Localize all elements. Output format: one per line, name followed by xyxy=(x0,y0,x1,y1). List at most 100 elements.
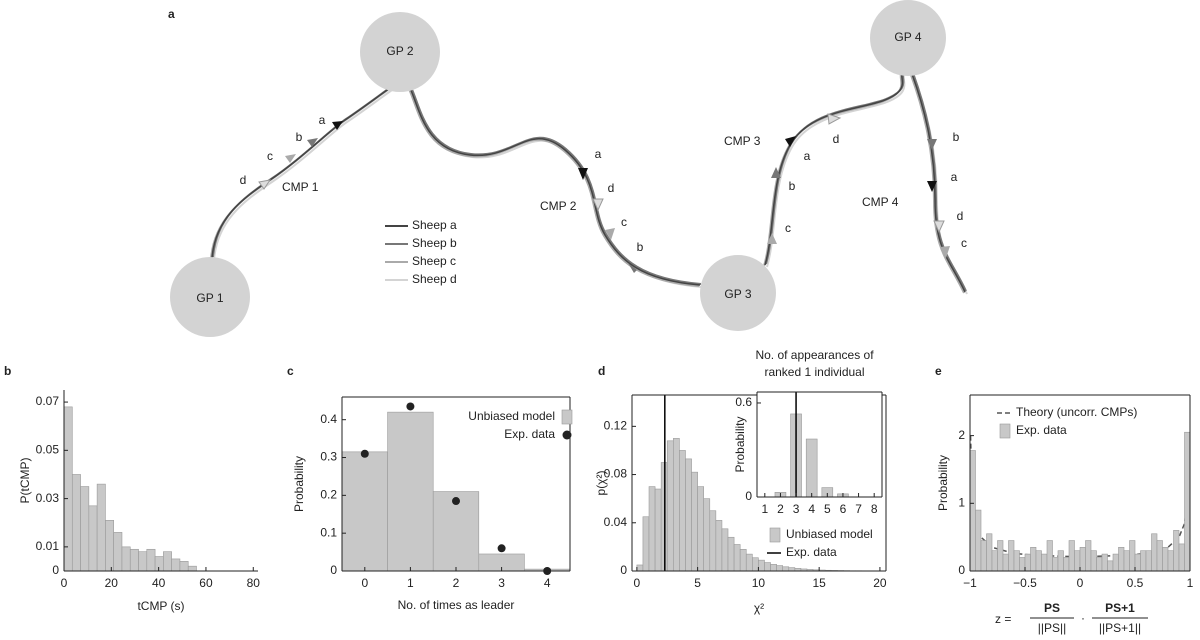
sheep-label: a xyxy=(951,170,958,184)
bar xyxy=(715,520,723,572)
bar xyxy=(642,516,650,572)
legend-label: Sheep a xyxy=(412,218,457,232)
x-tick-label: 0.5 xyxy=(1127,576,1144,590)
sheep-label: d xyxy=(957,209,964,223)
nodes: GP 1 GP 2 GP 3 GP 4 xyxy=(170,0,946,337)
x-tick-label: 60 xyxy=(199,576,213,590)
bar xyxy=(980,540,987,572)
bar xyxy=(1184,431,1191,572)
sheep-label: c xyxy=(961,236,967,250)
inset-background xyxy=(757,392,882,497)
arrow xyxy=(771,167,781,178)
y-tick-label: 2 xyxy=(958,428,965,442)
bar xyxy=(1156,540,1163,572)
data-point xyxy=(360,449,369,458)
formula-dot: · xyxy=(1081,611,1085,625)
cmp-labels: CMP 1 d c b a CMP 2 a d c b CMP 3 c b a … xyxy=(240,113,967,254)
bar xyxy=(1063,557,1070,572)
legend-label: Sheep b xyxy=(412,236,457,250)
inset-title: ranked 1 individual xyxy=(764,365,864,379)
bar xyxy=(1052,557,1059,572)
bar xyxy=(654,488,662,572)
bar xyxy=(1134,553,1141,572)
bar xyxy=(782,566,790,572)
x-tick-label: 1 xyxy=(761,502,768,516)
node xyxy=(700,255,776,331)
bar xyxy=(986,533,993,572)
bar xyxy=(991,550,998,572)
arrow xyxy=(628,263,637,273)
bar xyxy=(1074,550,1081,572)
x-tick-label: 40 xyxy=(152,576,166,590)
legend-label: Exp. data xyxy=(786,545,837,559)
bar xyxy=(1002,553,1009,572)
x-tick-label: 0 xyxy=(61,576,68,590)
bar xyxy=(80,486,90,572)
bar xyxy=(721,528,729,572)
legend-label: Sheep c xyxy=(412,254,456,268)
y-tick-label: 0 xyxy=(330,563,337,577)
panel-label: d xyxy=(598,364,605,378)
node-label: GP 2 xyxy=(386,44,413,58)
bar xyxy=(1167,550,1174,572)
sheep-label: c xyxy=(621,215,627,229)
legend-swatch xyxy=(561,409,573,425)
bar xyxy=(1129,540,1136,572)
x-tick-label: 20 xyxy=(105,576,119,590)
y-tick-label: 0.05 xyxy=(36,443,60,457)
formula-lhs: z = xyxy=(995,612,1011,626)
bar xyxy=(776,565,783,572)
bar xyxy=(1085,540,1092,572)
bar xyxy=(770,564,777,572)
y-tick-label: 0.1 xyxy=(320,525,337,539)
x-tick-label: 80 xyxy=(247,576,261,590)
arrow xyxy=(605,228,615,240)
sheep-label: b xyxy=(953,130,960,144)
formula-denominator: ||PS+1|| xyxy=(1099,621,1141,635)
x-tick-label: −1 xyxy=(963,576,977,590)
x-tick-label: 10 xyxy=(752,576,766,590)
cmp-label: CMP 3 xyxy=(724,134,761,148)
bar xyxy=(71,474,81,572)
y-axis-label: Probability xyxy=(292,456,306,512)
bar xyxy=(1046,540,1053,572)
y-tick-label: 0.08 xyxy=(604,467,628,481)
formula-numerator: PS+1 xyxy=(1105,601,1135,615)
cmp-label: CMP 2 xyxy=(540,199,577,213)
x-tick-label: 2 xyxy=(453,576,460,590)
bar xyxy=(764,562,771,572)
bar xyxy=(138,551,148,572)
bar xyxy=(88,505,98,572)
bar xyxy=(154,556,164,572)
bar xyxy=(1079,547,1086,572)
sheep-label: b xyxy=(296,130,303,144)
x-tick-label: 8 xyxy=(871,502,878,516)
arrow xyxy=(332,121,343,130)
sheep-label: a xyxy=(595,147,602,161)
bar xyxy=(1112,553,1119,572)
node xyxy=(360,12,440,92)
x-tick-label: 7 xyxy=(855,502,862,516)
legend-label: Exp. data xyxy=(504,427,555,441)
panel-label: b xyxy=(4,364,11,378)
bar xyxy=(1024,553,1031,572)
y-tick-label: 0 xyxy=(52,563,59,577)
y-tick-label: 0.04 xyxy=(604,515,628,529)
bar xyxy=(1101,553,1108,572)
bar xyxy=(1057,550,1064,572)
bar xyxy=(679,450,686,572)
arrows xyxy=(258,113,950,273)
bar xyxy=(387,411,434,572)
bar xyxy=(1008,540,1015,572)
arrow xyxy=(927,181,937,192)
bar xyxy=(733,544,741,572)
x-tick-label: −0.5 xyxy=(1013,576,1037,590)
bar xyxy=(697,486,705,572)
cmp-label: CMP 4 xyxy=(862,195,899,209)
x-tick-label: 1 xyxy=(407,576,414,590)
y-tick-label: 0.12 xyxy=(604,419,628,433)
arrow xyxy=(927,139,937,150)
x-tick-label: 20 xyxy=(873,576,887,590)
node-label: GP 1 xyxy=(196,291,223,305)
inset-title: No. of appearances of xyxy=(755,348,874,362)
